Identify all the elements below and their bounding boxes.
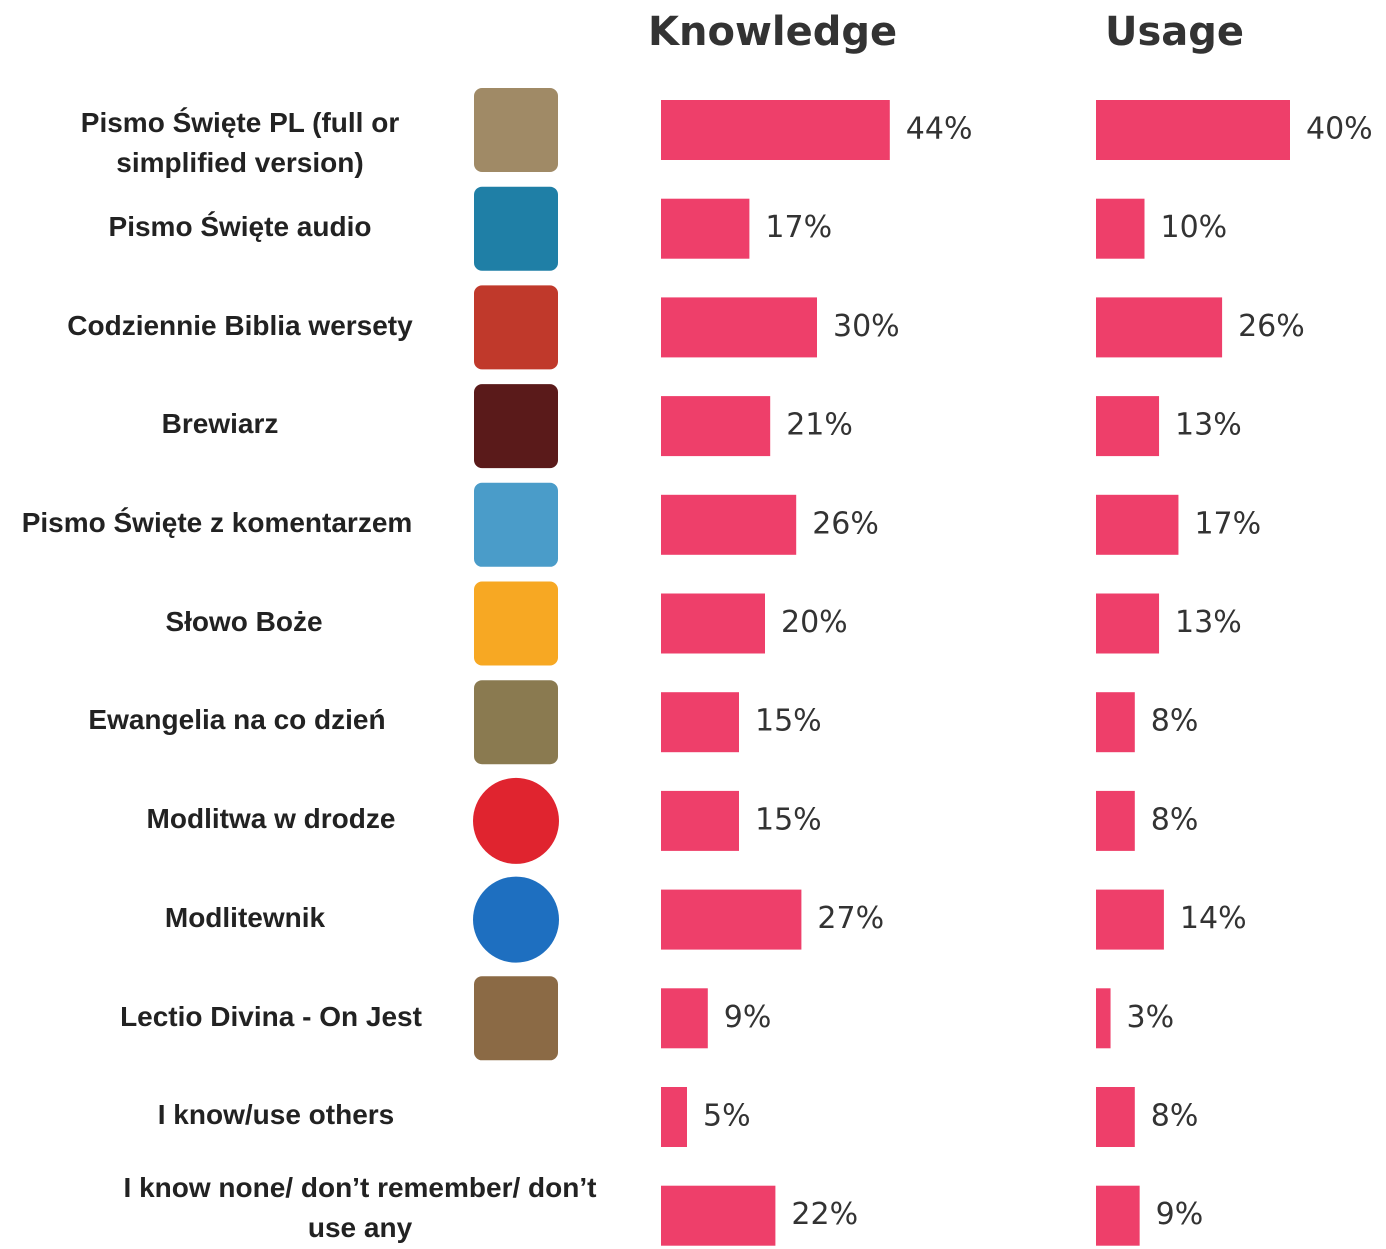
value-label: 13% — [1175, 605, 1242, 640]
category-label: Słowo Boże — [165, 605, 323, 637]
bar — [1096, 1185, 1140, 1246]
bar — [1096, 396, 1160, 457]
value-label: 17% — [765, 210, 832, 245]
value-label: 8% — [1151, 1099, 1199, 1134]
bar — [661, 692, 739, 753]
app-icon — [473, 876, 559, 963]
category-label: Codziennie Biblia wersety — [67, 309, 413, 341]
value-label: 27% — [817, 901, 884, 936]
value-label: 30% — [833, 309, 900, 344]
value-label: 3% — [1127, 1000, 1175, 1035]
bar — [1096, 889, 1164, 950]
category-label: Pismo Święte z komentarzem — [21, 507, 413, 538]
bar — [1096, 593, 1160, 654]
app-icon — [474, 581, 558, 666]
category-label: Ewangelia na co dzień — [88, 704, 386, 736]
value-label: 8% — [1151, 802, 1199, 837]
category-label: I know/use others — [157, 1099, 395, 1131]
value-label: 22% — [791, 1197, 858, 1232]
panel-title: Usage — [1105, 9, 1244, 55]
bar — [1096, 297, 1223, 358]
category-label: Pismo Święte PL (full or simplified vers… — [80, 106, 400, 178]
bar — [661, 1087, 687, 1147]
app-icon — [474, 186, 558, 271]
category-label: Lectio Divina - On Jest — [120, 1000, 422, 1032]
category-label: Modlitewnik — [164, 901, 326, 933]
bar — [661, 297, 817, 358]
bar — [661, 494, 797, 555]
bar — [661, 889, 802, 950]
value-label: 13% — [1175, 408, 1242, 443]
category-label: Modlitwa w drodze — [146, 803, 396, 835]
bar — [1096, 198, 1145, 259]
bar — [661, 100, 890, 160]
bar — [661, 988, 708, 1049]
value-label: 21% — [786, 408, 853, 443]
value-label: 15% — [755, 802, 822, 837]
value-label: 26% — [812, 506, 879, 541]
value-label: 8% — [1151, 704, 1199, 739]
value-label: 5% — [703, 1099, 751, 1134]
app-icon — [474, 680, 558, 765]
value-label: 40% — [1306, 112, 1373, 147]
bar — [1096, 494, 1179, 555]
bar — [661, 593, 765, 654]
bar — [1096, 988, 1111, 1049]
value-label: 9% — [724, 1000, 772, 1035]
bar — [661, 198, 750, 259]
bar — [1096, 790, 1135, 851]
value-label: 15% — [755, 704, 822, 739]
app-icon — [474, 285, 558, 370]
category-label: Brewiarz — [161, 408, 279, 440]
category-label: I know none/ don’t remember/ don’t use a… — [123, 1171, 597, 1243]
category-label: Pismo Święte audio — [108, 210, 372, 242]
bar — [661, 396, 771, 457]
app-icon — [474, 384, 558, 469]
bar — [1096, 692, 1135, 753]
panel-title: Knowledge — [648, 9, 897, 55]
bar — [661, 790, 739, 851]
value-label: 44% — [906, 112, 973, 147]
app-icon — [474, 88, 558, 172]
app-icon — [473, 777, 559, 864]
app-icon — [474, 976, 558, 1061]
value-label: 26% — [1238, 309, 1305, 344]
value-label: 14% — [1180, 901, 1247, 936]
bar — [1096, 1087, 1135, 1147]
app-icon — [474, 482, 558, 567]
value-label: 10% — [1161, 210, 1228, 245]
bar — [1096, 100, 1290, 160]
bar — [661, 1185, 776, 1246]
value-label: 9% — [1156, 1197, 1204, 1232]
value-label: 17% — [1194, 506, 1261, 541]
value-label: 20% — [781, 605, 848, 640]
